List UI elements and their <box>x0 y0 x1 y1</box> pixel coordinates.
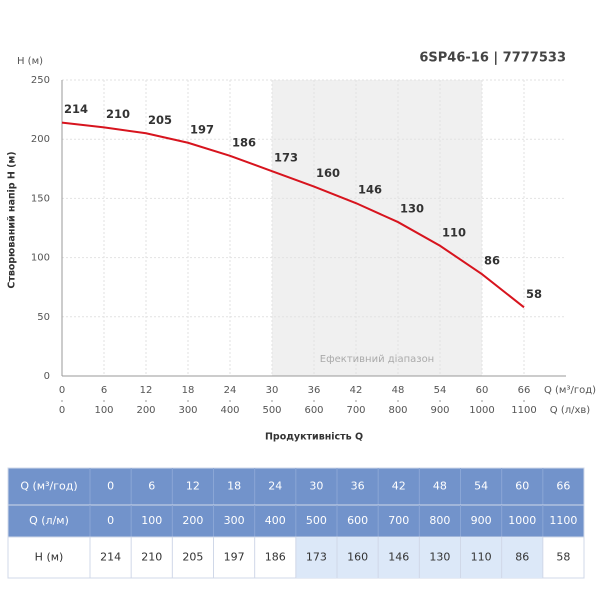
cell: 146 <box>388 551 409 564</box>
cell: 110 <box>471 551 492 564</box>
value-label: 186 <box>232 135 256 149</box>
cell: 186 <box>265 551 286 564</box>
y-tick-label: 250 <box>31 75 50 86</box>
x-tick-label: 24 <box>224 385 237 396</box>
highlight-cell <box>501 537 543 578</box>
cell: 210 <box>141 551 162 564</box>
row-label: Q (м³/год) <box>20 480 77 493</box>
x2-tick-label: 200 <box>136 405 155 416</box>
value-label: 173 <box>274 151 298 165</box>
cell: 500 <box>306 514 327 527</box>
x-tick-label: 54 <box>434 385 447 396</box>
value-label: 130 <box>400 202 424 216</box>
cell: 1100 <box>549 514 577 527</box>
cell: 214 <box>100 551 121 564</box>
y-label: Створюваний напір H (м) <box>7 151 18 288</box>
cell: 66 <box>556 480 570 493</box>
y-axis-title: H (м) <box>17 56 43 67</box>
effective-range-label: Ефективний діапазон <box>320 353 434 365</box>
cell: 0 <box>107 480 114 493</box>
cell: 700 <box>388 514 409 527</box>
row-label: H (м) <box>35 551 64 564</box>
value-label: 110 <box>442 225 466 239</box>
cell: 36 <box>351 480 365 493</box>
cell: 60 <box>515 480 529 493</box>
x2-tick-label: 100 <box>94 405 113 416</box>
cell: 12 <box>186 480 200 493</box>
value-label: 160 <box>316 166 340 180</box>
cell: 130 <box>429 551 450 564</box>
x-tick-label: 12 <box>140 385 153 396</box>
x2-tick-label: 400 <box>220 405 239 416</box>
x2-tick-label: 600 <box>304 405 323 416</box>
cell: 42 <box>392 480 406 493</box>
value-label: 214 <box>64 102 88 116</box>
cell: 200 <box>182 514 203 527</box>
x2-tick-label: 1000 <box>469 405 494 416</box>
x-tick-label: 6 <box>101 385 107 396</box>
cell: 100 <box>141 514 162 527</box>
x2-tick-label: 300 <box>178 405 197 416</box>
x-tick-label: 66 <box>518 385 531 396</box>
cell: 197 <box>224 551 245 564</box>
y-tick-label: 50 <box>37 312 50 323</box>
cell: 205 <box>182 551 203 564</box>
x2-tick-label: 0 <box>59 405 65 416</box>
row-label: Q (л/м) <box>29 514 69 527</box>
x-label: Q (м³/год) <box>544 385 596 396</box>
x2-label: Q (л/хв) <box>550 405 591 416</box>
x-tick-label: 42 <box>350 385 363 396</box>
cell: 173 <box>306 551 327 564</box>
cell: 160 <box>347 551 368 564</box>
cell: 18 <box>227 480 241 493</box>
y-tick-label: 0 <box>44 371 50 382</box>
cell: 800 <box>429 514 450 527</box>
cell: 48 <box>433 480 447 493</box>
cell: 300 <box>224 514 245 527</box>
highlight-cell <box>460 537 502 578</box>
y-tick-label: 100 <box>31 253 50 264</box>
cell: 54 <box>474 480 488 493</box>
cell: 6 <box>148 480 155 493</box>
x2-tick-label: 1100 <box>511 405 536 416</box>
value-label: 205 <box>148 113 172 127</box>
cell: 900 <box>471 514 492 527</box>
x2-tick-label: 700 <box>346 405 365 416</box>
x-title: Продуктивність Q <box>265 432 363 443</box>
y-tick-label: 150 <box>31 193 50 204</box>
x-tick-label: 18 <box>182 385 195 396</box>
x2-tick-label: 800 <box>388 405 407 416</box>
highlight-cell <box>419 537 461 578</box>
x-tick-label: 0 <box>59 385 65 396</box>
x-tick-label: 48 <box>392 385 405 396</box>
cell: 24 <box>268 480 282 493</box>
cell: 86 <box>515 551 529 564</box>
cell: 30 <box>309 480 323 493</box>
cell: 400 <box>265 514 286 527</box>
value-label: 58 <box>526 287 542 301</box>
cell: 600 <box>347 514 368 527</box>
effective-range <box>272 80 482 376</box>
x-tick-label: 30 <box>266 385 279 396</box>
x2-tick-label: 900 <box>430 405 449 416</box>
y-tick-label: 200 <box>31 134 50 145</box>
highlight-cell <box>337 537 379 578</box>
highlight-cell <box>378 537 420 578</box>
cell: 0 <box>107 514 114 527</box>
cell: 1000 <box>508 514 536 527</box>
value-label: 146 <box>358 183 382 197</box>
x-tick-label: 60 <box>476 385 489 396</box>
value-label: 210 <box>106 107 130 121</box>
cell: 58 <box>556 551 570 564</box>
x2-tick-label: 500 <box>262 405 281 416</box>
line <box>61 121 525 309</box>
value-label: 86 <box>484 254 500 268</box>
value-label: 197 <box>190 122 214 136</box>
chart-title: 6SP46-16 | 7777533 <box>419 51 566 66</box>
x-tick-label: 36 <box>308 385 321 396</box>
highlight-cell <box>295 537 337 578</box>
